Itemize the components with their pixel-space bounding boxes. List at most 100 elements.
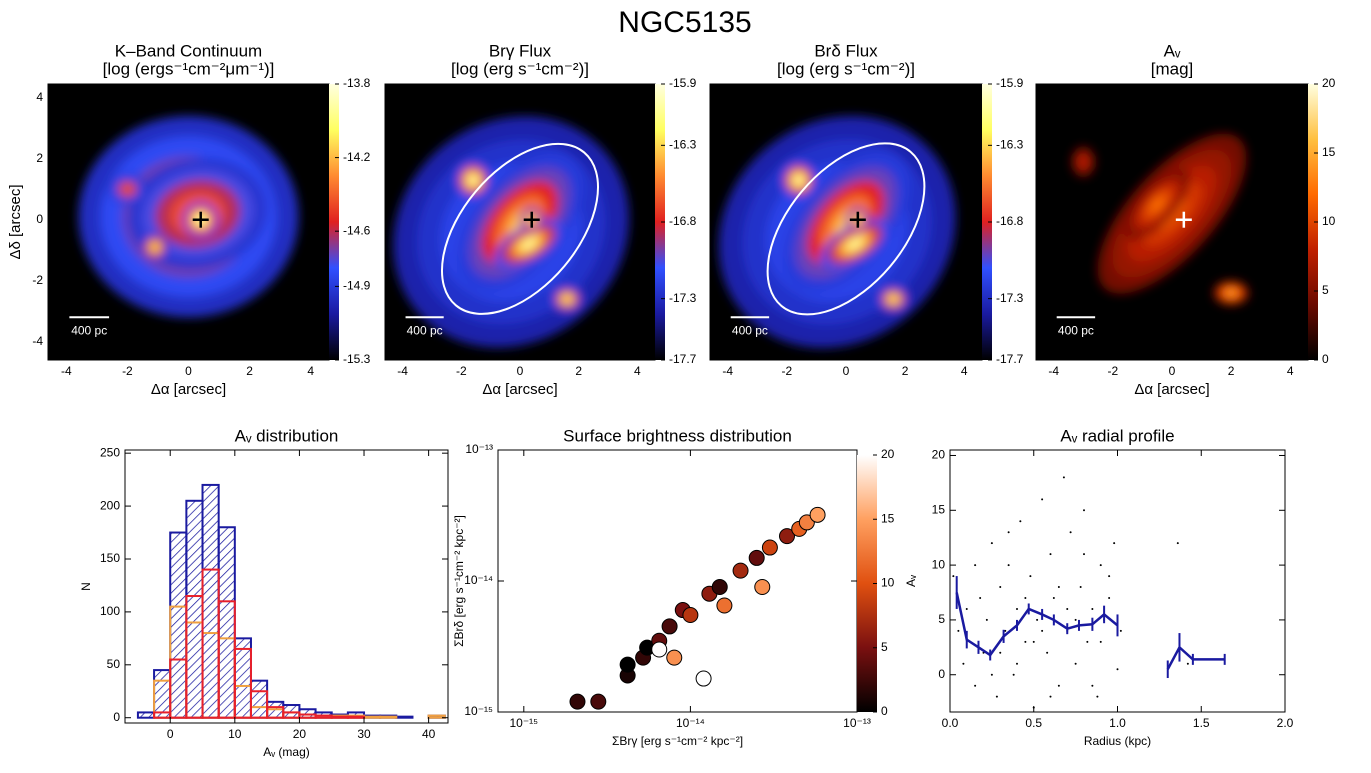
- pixel-point: [1108, 575, 1111, 578]
- panel-title: Aᵥ distribution: [235, 426, 339, 445]
- pixel-point: [999, 586, 1002, 589]
- pixel-point: [990, 542, 993, 545]
- x-tick-label: 2: [575, 364, 582, 378]
- flux-contour: [766, 142, 926, 316]
- pixel-point: [1012, 673, 1015, 676]
- x-tick-label: 4: [307, 364, 314, 378]
- scatter-point: [761, 539, 778, 556]
- x-tick-label: -4: [1048, 364, 1059, 378]
- histogram-bar: [136, 711, 156, 719]
- pixel-point: [1024, 640, 1027, 643]
- pixel-point: [1091, 684, 1094, 687]
- colorbar-tick-label: -15.9: [996, 76, 1024, 90]
- y-tick-label: 100: [100, 604, 120, 618]
- x-tick-label: 0: [1169, 364, 1176, 378]
- pixel-point: [1041, 498, 1044, 501]
- emission-blob: [795, 176, 803, 184]
- pixel-point: [979, 596, 982, 599]
- y-axis-label: Aᵥ: [904, 575, 918, 587]
- profile-plot: [952, 476, 1226, 709]
- pixel-point: [1069, 531, 1072, 534]
- scale-bar-label: 400 pc: [732, 323, 768, 337]
- panel-title: Surface brightness distribution: [563, 426, 792, 445]
- pixel-point: [1041, 629, 1044, 632]
- flux-contour: [440, 142, 600, 315]
- pixel-point: [995, 695, 998, 698]
- x-axis-label: ΣBrγ [erg s⁻¹cm⁻² kpc⁻²]: [612, 734, 743, 748]
- emission-blob: [123, 186, 132, 193]
- x-tick-label: -2: [782, 364, 793, 378]
- y-tick-label: 5: [938, 612, 945, 626]
- x-tick-label: 4: [634, 364, 641, 378]
- pixel-point: [1083, 553, 1085, 556]
- scatter-point: [619, 656, 636, 673]
- emission-blob: [152, 244, 158, 250]
- scatter-point: [569, 693, 586, 710]
- image-emission: [393, 116, 630, 348]
- x-tick-label: 2: [1228, 364, 1235, 378]
- colorbar-tick-label: 15: [881, 511, 895, 525]
- pixel-point: [985, 618, 988, 621]
- histogram-bar: [427, 714, 446, 719]
- x-tick-label: -2: [122, 364, 133, 378]
- histogram-bar: [330, 715, 349, 719]
- y-axis-label: N: [79, 582, 93, 591]
- pixel-point: [1049, 695, 1052, 698]
- pixel-point: [1176, 542, 1179, 545]
- y-tick-label: 0: [36, 212, 43, 226]
- colorbar-tick-label: -13.8: [343, 76, 371, 90]
- pixel-point: [1066, 607, 1069, 610]
- colorbar: [329, 84, 339, 360]
- colorbar-tick-label: -16.8: [996, 214, 1024, 228]
- pixel-point: [1113, 542, 1116, 545]
- y-tick-label: 10⁻¹⁵: [464, 704, 493, 718]
- histogram-bar: [395, 715, 414, 719]
- panel-title: Brδ Flux: [814, 41, 878, 60]
- y-axis-label: Δδ [arcsec]: [7, 184, 24, 259]
- colorbar: [982, 84, 992, 360]
- x-axis-label: Radius (kpc): [1084, 734, 1151, 748]
- image-map: [48, 84, 329, 360]
- scatter-point: [711, 578, 728, 595]
- scatter-point: [809, 506, 826, 523]
- panel-subtitle: [log (erg s⁻¹cm⁻²)]: [777, 59, 915, 78]
- y-tick-label: -2: [32, 273, 43, 287]
- scale-bar-label: 400 pc: [1058, 323, 1094, 337]
- figure-title: NGC5135: [618, 6, 751, 39]
- y-tick-label: 200: [100, 498, 120, 512]
- pixel-point: [1086, 640, 1089, 643]
- colorbar-tick-label: -14.9: [343, 279, 371, 293]
- x-tick-label: -4: [61, 364, 72, 378]
- y-tick-label: 150: [100, 551, 120, 565]
- scatter-point: [695, 670, 712, 687]
- pixel-point: [1046, 651, 1049, 654]
- colorbar-tick-label: -16.3: [669, 138, 697, 152]
- x-axis-label: Δα [arcsec]: [151, 381, 226, 398]
- x-tick-label: 10⁻¹⁵: [509, 716, 538, 730]
- pixel-point: [1186, 662, 1189, 665]
- colorbar-tick-label: 10: [881, 576, 895, 590]
- pixel-point: [1062, 476, 1065, 479]
- x-axis-label: Δα [arcsec]: [482, 381, 557, 398]
- x-tick-label: 0: [843, 364, 850, 378]
- x-tick-label: -2: [456, 364, 467, 378]
- y-tick-label: 50: [107, 657, 121, 671]
- colorbar-tick-label: -17.3: [669, 291, 697, 305]
- pixel-point: [1029, 575, 1032, 578]
- image-map: [710, 84, 982, 360]
- emission-blob: [890, 296, 897, 302]
- x-tick-label: 0.5: [1025, 716, 1042, 730]
- x-tick-label: -4: [397, 364, 408, 378]
- histogram-bar: [249, 679, 269, 719]
- pixel-point: [1057, 684, 1060, 687]
- scale-bar-label: 400 pc: [71, 323, 107, 337]
- scatter-point: [651, 641, 668, 658]
- colorbar-tick-label: 0: [1322, 352, 1329, 366]
- y-tick-label: 10: [932, 557, 946, 571]
- pixel-point: [1016, 607, 1018, 610]
- emission-blob: [1150, 197, 1164, 212]
- x-tick-label: 2: [902, 364, 909, 378]
- plot-frame: [949, 449, 1286, 713]
- x-tick-label: -2: [1108, 364, 1119, 378]
